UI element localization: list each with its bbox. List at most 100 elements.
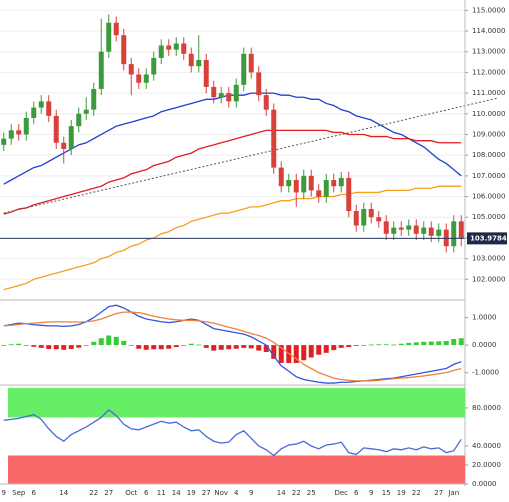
histogram-bar <box>211 345 217 351</box>
x-tick-label: 19 <box>187 489 196 497</box>
x-tick-label: 14 <box>172 489 181 497</box>
histogram-bar <box>323 345 329 353</box>
candle-body <box>121 35 127 65</box>
x-tick-label: 11 <box>157 489 166 497</box>
histogram-bar <box>458 338 464 346</box>
zone <box>8 388 465 418</box>
histogram-bar <box>421 341 427 346</box>
macd-line <box>3 304 462 384</box>
candle-body <box>241 53 247 85</box>
candle-body <box>61 142 67 149</box>
histogram-bar <box>346 345 352 348</box>
candle-body <box>271 109 277 168</box>
histogram-bar <box>301 345 307 361</box>
histogram-bar <box>308 345 314 358</box>
last-price-label: 103.9784 <box>470 234 507 242</box>
candle-body <box>308 175 314 191</box>
histogram-bar <box>143 345 149 350</box>
histogram-bar <box>151 345 157 350</box>
candle-body <box>263 95 269 110</box>
candle-body <box>451 221 457 247</box>
histogram-bar <box>106 335 112 346</box>
candle-body <box>301 175 307 193</box>
histogram-bar <box>181 345 187 346</box>
histogram-bar <box>173 345 179 348</box>
y-tick-label: -1.0000 <box>472 369 499 377</box>
candle-body <box>211 86 217 98</box>
histogram-bar <box>91 341 97 346</box>
candle-body <box>151 57 157 75</box>
candle-body <box>181 43 187 54</box>
candle-body <box>173 43 179 50</box>
candle-body <box>383 221 389 234</box>
candle-body <box>233 84 239 102</box>
histogram-bar <box>136 345 142 349</box>
histogram-bar <box>316 345 322 355</box>
candle-body <box>278 167 284 187</box>
x-tick-label: 25 <box>307 489 316 497</box>
candle-body <box>98 51 104 89</box>
y-tick-label: 20.0000 <box>472 461 501 469</box>
moving-average <box>3 92 462 185</box>
histogram-bar <box>338 345 344 348</box>
candle-body <box>16 130 22 135</box>
candle-body <box>293 180 299 193</box>
histogram-bar <box>31 345 37 347</box>
x-tick-label: 14 <box>277 489 286 497</box>
candle-body <box>46 101 52 116</box>
histogram-bar <box>1 345 7 346</box>
candle-body <box>286 180 292 187</box>
moving-average <box>3 185 462 291</box>
y-tick-label: 0.0000 <box>472 341 497 349</box>
candle-body <box>113 22 119 36</box>
histogram-bar <box>248 345 254 349</box>
candle-body <box>8 130 14 139</box>
x-tick-label: 27 <box>104 489 113 497</box>
histogram-bar <box>263 345 269 352</box>
histogram-bar <box>376 344 382 346</box>
x-tick-label: Oct <box>125 489 137 497</box>
histogram-bar <box>428 341 434 346</box>
histogram-bar <box>436 341 442 346</box>
y-tick-label: 106.0000 <box>472 193 505 201</box>
y-tick-label: 113.0000 <box>472 48 505 56</box>
candle-body <box>346 177 352 212</box>
zone <box>8 455 465 484</box>
x-tick-label: Sep <box>12 489 26 497</box>
x-tick-label: 19 <box>397 489 406 497</box>
x-tick-label: 22 <box>412 489 421 497</box>
candle-body <box>196 60 202 67</box>
histogram-bar <box>23 345 29 346</box>
candle-body <box>421 227 427 234</box>
histogram-bar <box>16 343 22 346</box>
y-tick-label: 107.0000 <box>472 172 505 180</box>
histogram-bar <box>413 342 419 346</box>
candle-body <box>353 211 359 226</box>
candle-body <box>338 177 344 187</box>
histogram-bar <box>443 340 449 346</box>
histogram-bar <box>241 345 247 348</box>
x-tick-label: 9 <box>369 489 373 497</box>
histogram-bar <box>331 345 337 351</box>
y-tick-label: 110.0000 <box>472 110 505 118</box>
candle-body <box>458 221 464 239</box>
x-tick-label: 27 <box>202 489 211 497</box>
y-tick-label: 0.0000 <box>472 480 497 488</box>
candle-body <box>38 101 44 108</box>
x-tick-label: 9 <box>249 489 253 497</box>
histogram-bar <box>76 345 82 348</box>
y-tick-label: 102.0000 <box>472 275 505 283</box>
histogram-bar <box>113 336 119 346</box>
candle-body <box>226 93 232 102</box>
candle-body <box>256 72 262 96</box>
last-price-box <box>467 232 507 245</box>
x-tick-label: 14 <box>59 489 68 497</box>
histogram-bar <box>98 338 104 346</box>
candle-body <box>76 113 82 127</box>
candle-body <box>428 227 434 236</box>
candle-body <box>23 117 29 135</box>
moving-average <box>3 129 462 215</box>
histogram-bar <box>406 342 412 346</box>
